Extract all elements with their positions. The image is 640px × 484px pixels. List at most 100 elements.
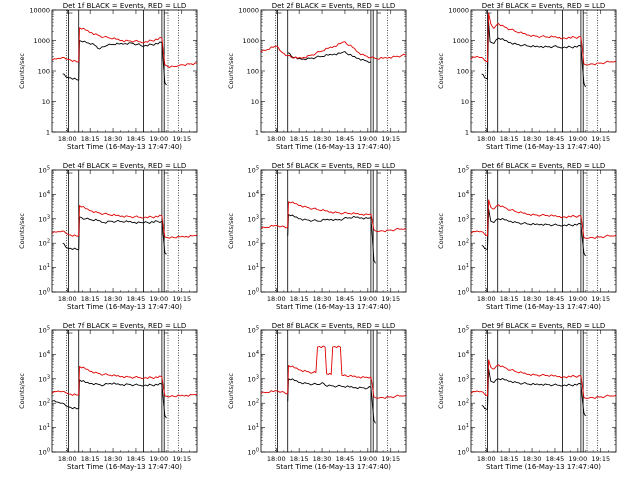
lld-series-line bbox=[471, 359, 616, 399]
y-tick-label: 10 bbox=[461, 98, 469, 106]
y-tick-label: 10000 bbox=[448, 7, 469, 15]
y-tick-label: 1 bbox=[46, 129, 50, 137]
lld-series-line bbox=[52, 27, 197, 68]
lld-series-line bbox=[261, 41, 406, 60]
y-tick-label: 102 bbox=[39, 399, 50, 408]
x-tick-label: 19:15 bbox=[381, 455, 400, 463]
y-tick-label: 103 bbox=[458, 214, 469, 223]
y-tick-label: 100 bbox=[39, 288, 50, 297]
x-tick-label: 18:30 bbox=[104, 295, 123, 303]
x-tick-label: 18:45 bbox=[336, 295, 355, 303]
x-axis-label: Start Time (16-May-13 17:47:40) bbox=[67, 143, 182, 151]
lld-series-line bbox=[52, 366, 197, 398]
events-series-line bbox=[481, 368, 586, 417]
events-series-line bbox=[287, 214, 376, 264]
y-tick-label: 10000 bbox=[29, 7, 50, 15]
y-tick-label: 1000 bbox=[242, 37, 259, 45]
y-tick-label: 103 bbox=[458, 374, 469, 383]
x-tick-label: 19:00 bbox=[149, 135, 168, 143]
x-tick-label: 18:30 bbox=[313, 135, 332, 143]
x-tick-label: 18:30 bbox=[523, 455, 542, 463]
lld-series-line bbox=[261, 345, 406, 399]
x-axis-label: Start Time (16-May-13 17:47:40) bbox=[276, 143, 391, 151]
x-tick-label: 19:15 bbox=[381, 135, 400, 143]
y-tick-label: 100 bbox=[458, 448, 469, 457]
x-axis-label: Start Time (16-May-13 17:47:40) bbox=[276, 463, 391, 471]
y-tick-label: 1 bbox=[255, 129, 259, 137]
y-tick-label: 100 bbox=[247, 68, 259, 76]
y-tick-label: 105 bbox=[458, 326, 469, 335]
plot-frame bbox=[51, 329, 198, 453]
x-tick-label: 19:00 bbox=[149, 295, 168, 303]
y-tick-label: 105 bbox=[39, 166, 50, 175]
x-tick-label: 19:15 bbox=[591, 295, 610, 303]
y-axis-label: Counts/sec bbox=[227, 373, 235, 409]
panel-det-8: Det 8f BLACK = Events, RED = LLD 100 101 10… bbox=[227, 322, 407, 471]
events-series-line bbox=[52, 379, 167, 419]
plot-frame bbox=[470, 9, 617, 133]
y-tick-label: 101 bbox=[248, 423, 259, 432]
y-tick-label: 102 bbox=[458, 239, 469, 248]
x-tick-label: 18:30 bbox=[104, 455, 123, 463]
plot-frame bbox=[260, 169, 407, 293]
x-tick-label: 19:15 bbox=[172, 455, 191, 463]
x-tick-label: 18:00 bbox=[267, 135, 286, 143]
x-axis-label: Start Time (16-May-13 17:47:40) bbox=[276, 303, 391, 311]
x-tick-label: 19:00 bbox=[358, 295, 377, 303]
chart-title: Det 4f BLACK = Events, RED = LLD bbox=[63, 162, 186, 170]
x-axis-label: Start Time (16-May-13 17:47:40) bbox=[486, 303, 601, 311]
x-tick-label: 19:15 bbox=[591, 455, 610, 463]
panel-det-3: Det 3f BLACK = Events, RED = LLD 1 10 100 10… bbox=[437, 2, 617, 151]
y-tick-label: 104 bbox=[39, 190, 50, 199]
x-tick-label: 18:00 bbox=[267, 295, 286, 303]
y-tick-label: 105 bbox=[458, 166, 469, 175]
y-tick-label: 105 bbox=[248, 326, 259, 335]
x-tick-label: 18:45 bbox=[127, 295, 146, 303]
chart-title: Det 3f BLACK = Events, RED = LLD bbox=[482, 2, 605, 10]
x-tick-label: 19:00 bbox=[568, 135, 587, 143]
x-tick-label: 18:15 bbox=[290, 295, 309, 303]
y-tick-label: 103 bbox=[248, 374, 259, 383]
x-tick-label: 18:45 bbox=[546, 295, 565, 303]
y-axis-label: Counts/sec bbox=[227, 53, 235, 89]
x-tick-label: 19:15 bbox=[172, 135, 191, 143]
x-tick-label: 18:15 bbox=[81, 295, 100, 303]
y-tick-label: 105 bbox=[39, 326, 50, 335]
y-tick-label: 10000 bbox=[238, 7, 259, 15]
plot-frame bbox=[51, 9, 198, 133]
y-tick-label: 10 bbox=[251, 98, 259, 106]
events-series-line bbox=[481, 208, 586, 257]
x-tick-label: 18:15 bbox=[81, 135, 100, 143]
x-tick-label: 18:45 bbox=[546, 135, 565, 143]
y-tick-label: 104 bbox=[39, 350, 50, 359]
x-tick-label: 18:00 bbox=[477, 455, 496, 463]
y-axis-label: Counts/sec bbox=[18, 53, 26, 89]
x-tick-label: 18:45 bbox=[546, 455, 565, 463]
y-axis-label: Counts/sec bbox=[18, 213, 26, 249]
events-series-line bbox=[481, 21, 586, 88]
panel-det-9: Det 9f BLACK = Events, RED = LLD 100 101 10… bbox=[437, 322, 617, 471]
x-tick-label: 19:15 bbox=[381, 295, 400, 303]
panel-det-7: Det 7f BLACK = Events, RED = LLD 100 101 10… bbox=[18, 322, 198, 471]
x-tick-label: 18:00 bbox=[267, 455, 286, 463]
x-tick-label: 19:00 bbox=[358, 135, 377, 143]
x-tick-label: 18:45 bbox=[127, 455, 146, 463]
y-tick-label: 102 bbox=[458, 399, 469, 408]
lld-series-line bbox=[52, 205, 197, 239]
y-tick-label: 10 bbox=[42, 98, 50, 106]
y-tick-label: 101 bbox=[458, 423, 469, 432]
x-tick-label: 18:15 bbox=[500, 455, 519, 463]
plot-frame bbox=[470, 169, 617, 293]
y-axis-label: Counts/sec bbox=[18, 373, 26, 409]
chart-title: Det 2f BLACK = Events, RED = LLD bbox=[272, 2, 395, 10]
x-tick-label: 18:15 bbox=[500, 295, 519, 303]
x-tick-label: 19:00 bbox=[149, 455, 168, 463]
x-tick-label: 18:45 bbox=[127, 135, 146, 143]
x-tick-label: 18:00 bbox=[477, 135, 496, 143]
x-tick-label: 18:15 bbox=[290, 455, 309, 463]
y-tick-label: 103 bbox=[39, 214, 50, 223]
panel-det-6: Det 6f BLACK = Events, RED = LLD 100 101 10… bbox=[437, 162, 617, 311]
plot-frame bbox=[260, 329, 407, 453]
